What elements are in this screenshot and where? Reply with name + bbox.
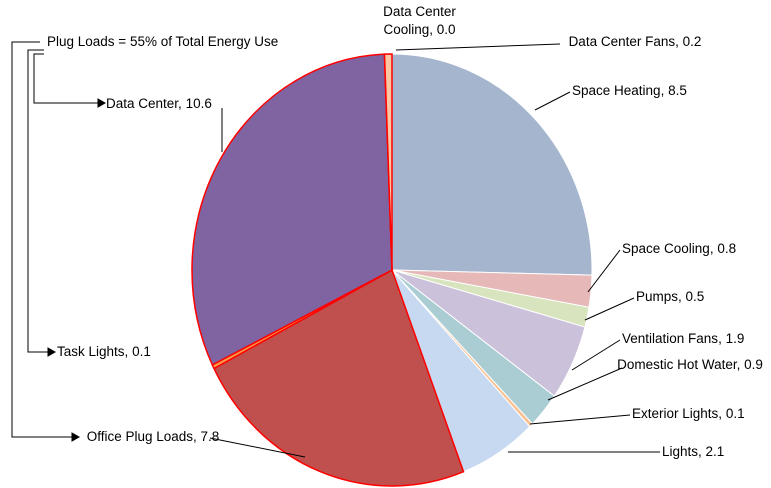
data-label: Space Heating, 8.5: [572, 83, 687, 98]
bracket-line: [33, 53, 98, 104]
leader-line: [571, 339, 621, 371]
data-label: Pumps, 0.5: [636, 289, 705, 304]
label-value: 0.0: [436, 22, 456, 37]
annotation: Plug Loads = 55% of Total Energy Use: [47, 34, 279, 49]
label-value: 10.6: [185, 96, 212, 111]
arrow: [47, 347, 57, 357]
pie-slice: [213, 268, 465, 487]
label-value: 0.8: [717, 241, 737, 256]
data-label: Domestic Hot Water, 0.9: [617, 357, 763, 372]
leader-line: [529, 414, 631, 425]
leader-line: [395, 43, 561, 51]
label-value: 0.9: [744, 357, 763, 372]
arrow: [97, 98, 107, 108]
label-value: 7.8: [200, 429, 220, 444]
data-label: Ventilation Fans, 1.9: [622, 331, 745, 346]
arrow: [71, 432, 81, 442]
label-name: Lights: [662, 444, 699, 459]
label-name: Office Plug Loads: [86, 429, 194, 444]
leader-line: [587, 249, 621, 293]
label-value: 0.5: [685, 289, 705, 304]
label-name: Data Center: [106, 96, 179, 111]
label-value: 2.1: [705, 444, 725, 459]
bracket-line: [27, 49, 48, 353]
bracket: [11, 41, 107, 442]
data-label: Exterior Lights, 0.1: [632, 406, 745, 421]
data-label: Data Center, 10.6: [106, 96, 212, 111]
data-label: Office Plug Loads, 7.8: [86, 429, 220, 444]
data-label: Space Cooling, 0.8: [622, 241, 737, 256]
label-name: Ventilation Fans: [622, 331, 719, 346]
label-name: Data Center Fans: [568, 34, 676, 49]
data-label: Data Center Cooling, 0.0: [383, 4, 456, 37]
leader-line: [534, 91, 571, 111]
label-name: Space Cooling: [622, 241, 710, 256]
bracket-line: [11, 41, 72, 438]
label-name: Task Lights: [57, 344, 125, 359]
label-value: 0.1: [725, 406, 745, 421]
pie-slice: [383, 53, 393, 271]
label-name: Data Center Cooling: [383, 4, 456, 37]
label-name: Space Heating: [572, 83, 661, 98]
data-label: Data Center Fans, 0.2: [568, 34, 702, 49]
label-name: Domestic Hot Water: [617, 357, 737, 372]
data-label: Lights, 2.1: [662, 444, 725, 459]
pie-slice: [191, 53, 393, 366]
label-name: Pumps: [636, 289, 679, 304]
leader-line: [209, 437, 306, 458]
label-value: 0.1: [132, 344, 151, 359]
label-value: 0.2: [682, 34, 702, 49]
label-value: 8.5: [668, 83, 687, 98]
pie-slice: [391, 53, 593, 276]
leader-line: [547, 367, 623, 401]
data-label: Task Lights, 0.1: [57, 344, 151, 359]
label-name: Exterior Lights: [632, 406, 719, 421]
label-value: 1.9: [725, 331, 745, 346]
leader-line: [584, 297, 635, 321]
